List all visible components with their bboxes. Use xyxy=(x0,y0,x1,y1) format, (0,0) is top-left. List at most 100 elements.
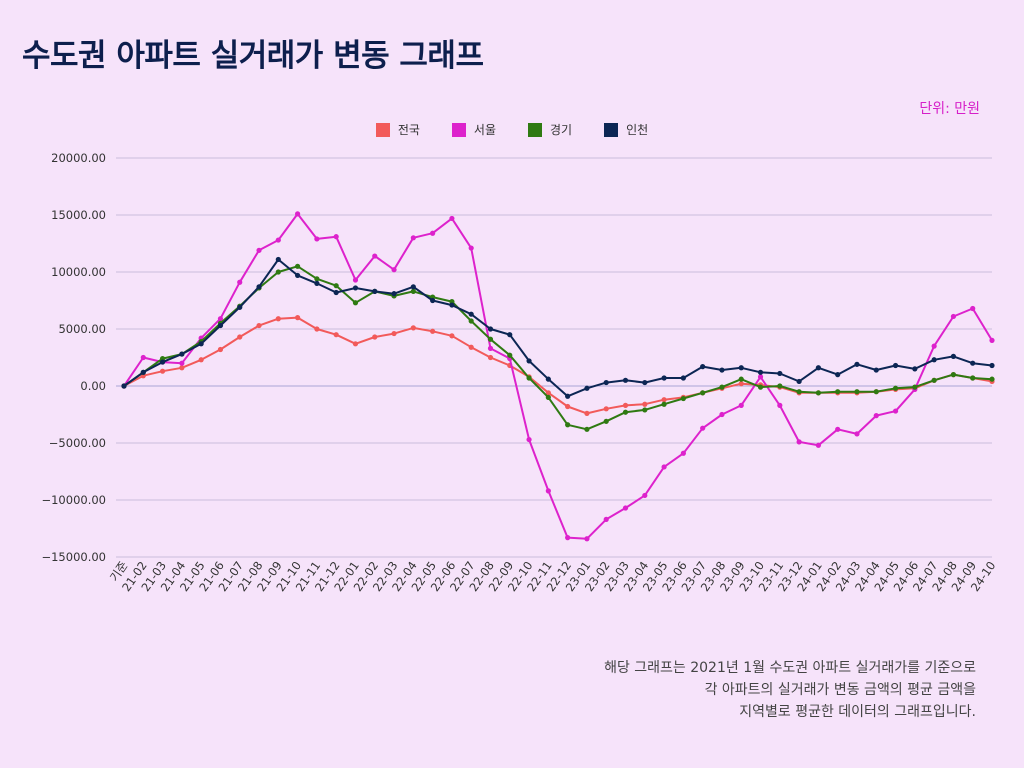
y-tick-label-5: −5000.00 xyxy=(49,436,106,450)
point-3-41 xyxy=(912,366,918,372)
point-0-7 xyxy=(256,322,262,329)
series-line-0 xyxy=(123,316,993,415)
point-3-26 xyxy=(622,377,629,383)
point-3-34 xyxy=(777,370,783,377)
chart-legend: 전국 서울 경기 인천 xyxy=(0,121,1024,138)
point-3-9 xyxy=(295,272,301,279)
legend-item-3: 인천 xyxy=(604,121,648,138)
point-0-32 xyxy=(738,381,744,387)
legend-label-0: 전국 xyxy=(397,123,420,137)
y-tick-label-4: 0.00 xyxy=(80,379,106,393)
point-2-34 xyxy=(777,383,783,389)
point-1-26 xyxy=(622,505,629,511)
point-1-27 xyxy=(642,492,648,499)
point-1-3 xyxy=(179,360,185,366)
legend-swatch-1 xyxy=(451,122,466,137)
point-3-10 xyxy=(314,280,320,286)
legend-item-2: 경기 xyxy=(528,121,572,138)
point-1-11 xyxy=(333,234,339,240)
y-tick-label-1: 15000.00 xyxy=(51,208,106,222)
page-title: 수도권 아파트 실거래가 변동 그래프 xyxy=(22,38,484,74)
point-1-13 xyxy=(372,253,378,259)
point-3-32 xyxy=(738,365,744,371)
series-line-3 xyxy=(123,258,993,398)
point-2-29 xyxy=(680,395,686,402)
point-1-16 xyxy=(430,230,436,236)
point-2-21 xyxy=(526,375,532,381)
point-0-24 xyxy=(584,410,590,416)
point-3-24 xyxy=(584,385,590,391)
point-2-26 xyxy=(622,409,629,415)
point-1-40 xyxy=(892,408,899,414)
point-2-32 xyxy=(738,376,744,382)
point-1-22 xyxy=(545,488,551,494)
point-1-25 xyxy=(603,516,609,522)
footnote-line-1: 해당 그래프는 2021년 1월 수도권 아파트 실거래가를 기준으로 xyxy=(604,660,976,676)
point-0-4 xyxy=(198,357,204,363)
point-0-18 xyxy=(468,344,474,350)
point-0-3 xyxy=(179,365,185,371)
point-3-7 xyxy=(256,284,262,290)
point-3-28 xyxy=(661,375,667,381)
point-1-43 xyxy=(950,313,957,320)
point-2-12 xyxy=(352,300,359,306)
point-3-19 xyxy=(487,326,494,332)
point-1-8 xyxy=(275,237,281,243)
point-1-23 xyxy=(565,535,571,541)
point-3-21 xyxy=(526,358,532,364)
point-1-5 xyxy=(217,316,224,322)
point-1-44 xyxy=(970,305,976,312)
point-0-10 xyxy=(314,326,320,332)
point-0-2 xyxy=(159,368,166,374)
point-3-30 xyxy=(700,364,706,370)
point-1-45 xyxy=(989,337,995,343)
point-2-41 xyxy=(912,384,918,390)
point-1-39 xyxy=(873,413,879,419)
point-2-11 xyxy=(333,283,339,289)
series-line-1 xyxy=(123,212,993,540)
legend-item-0: 전국 xyxy=(375,121,420,138)
point-3-4 xyxy=(198,341,204,347)
point-2-8 xyxy=(275,269,281,275)
point-3-20 xyxy=(507,332,513,338)
point-3-12 xyxy=(352,285,359,291)
point-3-44 xyxy=(970,360,976,366)
point-3-13 xyxy=(372,288,378,294)
point-3-45 xyxy=(989,362,995,369)
point-1-18 xyxy=(468,245,474,251)
point-2-44 xyxy=(970,375,976,381)
y-tick-label-0: 20000.00 xyxy=(51,151,106,165)
point-2-33 xyxy=(757,384,764,390)
point-0-9 xyxy=(295,315,301,321)
point-1-33 xyxy=(757,374,764,380)
point-3-14 xyxy=(391,291,397,297)
point-1-32 xyxy=(738,402,744,408)
point-2-10 xyxy=(314,276,320,282)
point-3-3 xyxy=(179,351,185,357)
point-2-15 xyxy=(410,288,416,294)
point-0-22 xyxy=(545,390,551,396)
point-2-27 xyxy=(642,407,648,413)
point-1-12 xyxy=(352,277,359,283)
point-0-6 xyxy=(237,334,243,340)
point-1-21 xyxy=(526,436,532,443)
point-2-22 xyxy=(545,394,551,400)
legend-swatch-2 xyxy=(528,122,542,137)
point-0-19 xyxy=(487,354,494,361)
point-3-8 xyxy=(275,256,281,263)
point-2-24 xyxy=(584,426,590,432)
point-3-25 xyxy=(603,379,609,386)
point-0-8 xyxy=(275,316,281,322)
point-3-22 xyxy=(545,376,551,382)
point-2-19 xyxy=(487,336,494,342)
point-1-9 xyxy=(295,211,301,217)
point-3-11 xyxy=(333,289,339,296)
point-2-35 xyxy=(796,389,802,395)
point-1-35 xyxy=(796,439,802,445)
point-1-14 xyxy=(391,267,397,273)
point-2-39 xyxy=(873,389,879,395)
point-2-30 xyxy=(700,390,706,396)
legend-swatch-0 xyxy=(375,122,390,137)
point-1-34 xyxy=(777,402,783,408)
point-2-38 xyxy=(854,389,860,395)
